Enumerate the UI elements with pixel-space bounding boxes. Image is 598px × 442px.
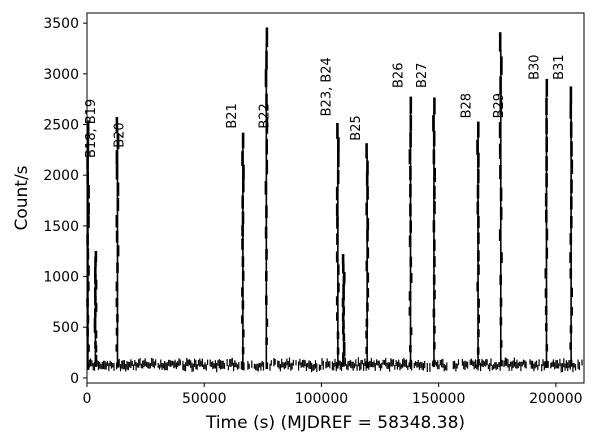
burst-annotation: B23, B24 (319, 57, 334, 116)
burst-annotation: B30 (527, 54, 542, 79)
y-tick-label: 3000 (43, 67, 79, 83)
burst-annotation: B21 (225, 103, 240, 128)
y-tick-label: 2000 (43, 168, 79, 184)
x-tick-label: 200000 (529, 391, 582, 407)
y-tick-label: 1000 (43, 270, 79, 286)
burst-annotation: B26 (391, 63, 406, 88)
burst-annotation: B31 (552, 54, 567, 79)
y-tick-label: 500 (52, 320, 79, 336)
burst-annotation: B29 (492, 93, 507, 118)
y-axis-label: Count/s (12, 165, 32, 230)
x-tick-label: 50000 (182, 391, 227, 407)
burst-annotation: B22 (258, 103, 273, 128)
x-tick-label: 100000 (295, 391, 348, 407)
x-tick-label: 150000 (412, 391, 465, 407)
burst-annotation: B20 (112, 122, 127, 147)
x-axis-label: Time (s) (MJDREF = 58348.38) (205, 413, 465, 433)
axis-ticks: 0 50000 100000 150000 200000 0 500 1000 1500 2000… (43, 16, 582, 407)
y-tick-label: 1500 (43, 219, 79, 235)
y-tick-label: 0 (70, 371, 79, 387)
y-tick-label: 2500 (43, 118, 79, 134)
burst-annotation: B27 (415, 63, 430, 88)
x-tick-label: 0 (83, 391, 92, 407)
plot-frame (86, 12, 585, 384)
burst-annotation: B25 (349, 115, 364, 140)
y-tick-label: 3500 (43, 16, 79, 32)
data-points-layer (86, 27, 583, 373)
burst-annotation: B28 (459, 93, 474, 118)
burst-annotations: B18, B19 B20 B21 B22 B23, B24 B25 B26 B27 B28 B29… (84, 54, 567, 158)
burst-annotation: B18, B19 (84, 99, 99, 158)
